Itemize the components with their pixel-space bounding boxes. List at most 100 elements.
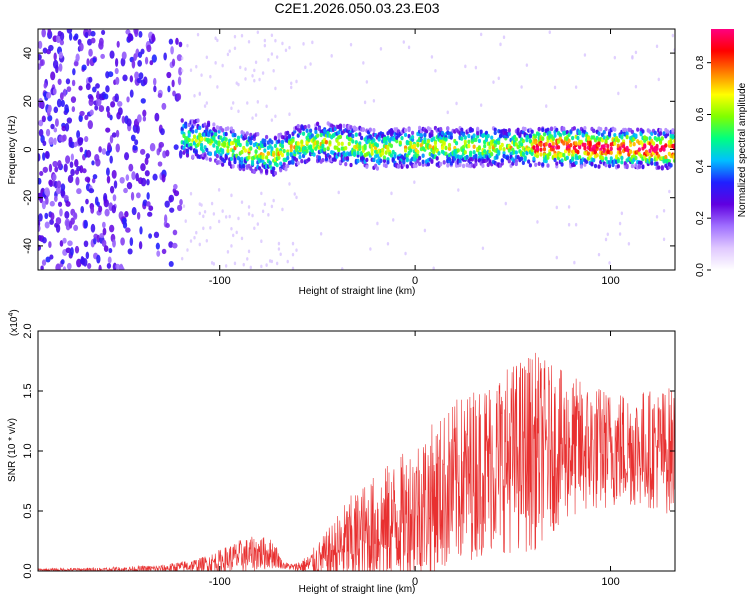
spectrogram-cell [432, 149, 436, 155]
spectrogram-cell [157, 161, 163, 167]
spectrogram-cell [233, 159, 237, 165]
spectrogram-cell [149, 60, 154, 66]
spectrogram-cell [147, 211, 153, 217]
spectrogram-cell [74, 158, 79, 168]
spectrogram-cell [62, 266, 67, 270]
spectrogram-cell [613, 127, 617, 132]
spectrogram-cell [595, 153, 599, 158]
spectrogram-cell [109, 185, 115, 194]
spectrogram-cell [381, 151, 385, 156]
spectrogram-cell [103, 199, 109, 208]
spectrogram-cell [464, 64, 467, 69]
spectrogram-cell [301, 131, 306, 136]
spectrogram-cell [45, 128, 51, 137]
spectrogram-cell [270, 140, 274, 145]
spectrogram-cell [214, 61, 217, 65]
spectrogram-cell [664, 154, 668, 160]
spectrogram-cell [469, 150, 473, 156]
spectrogram-cell [96, 254, 101, 264]
spectrogram-cell [181, 56, 184, 61]
spectrogram-cell [165, 149, 170, 157]
spectrogram-cell [47, 114, 53, 122]
spectrogram-cell [138, 241, 143, 250]
spectrogram-cell [106, 262, 112, 269]
spectrogram-cell [170, 45, 174, 55]
snr-multiplier-base: (x10 [9, 316, 20, 336]
spectrogram-cell [168, 241, 174, 248]
spectrogram-cell [76, 188, 82, 195]
spectrogram-cell [52, 173, 57, 181]
spectrogram-cell [242, 166, 246, 172]
spectrogram-cell [562, 152, 566, 158]
spectrogram-cell [45, 151, 50, 159]
spectrogram-cell [653, 130, 657, 136]
spectrogram-cell [217, 142, 221, 147]
spectrogram-cell [40, 265, 44, 270]
spectrogram-cell [303, 124, 307, 130]
spectrogram-cell [101, 148, 107, 155]
spectrogram-cell [532, 156, 536, 161]
spectrogram-cell [258, 77, 261, 82]
spectrogram-cell [111, 205, 117, 214]
spectrogram-cell [184, 124, 188, 129]
spectrogram-cell [474, 161, 478, 167]
spectrogram-cell [648, 148, 652, 154]
spectrogram-cell [576, 149, 580, 155]
spectrogram-cell [85, 83, 91, 91]
spectrogram-cell [490, 135, 494, 140]
spectrogram-cell [671, 135, 675, 140]
spectrogram-cell [95, 97, 102, 107]
spectrogram-cell [379, 47, 383, 51]
spectrogram-cell [486, 133, 490, 139]
spectrogram-cell [203, 104, 207, 108]
spectrogram-cell [295, 195, 298, 200]
spectrogram-cell [66, 86, 72, 93]
spectrogram-cell [604, 163, 608, 168]
spectrogram-cell [363, 143, 367, 149]
spectrogram-cell [314, 129, 318, 135]
spectrogram-cell [479, 32, 483, 37]
spectrogram-cell [98, 146, 102, 153]
spectrogram-cell [290, 85, 293, 90]
spectrogram-cell [274, 114, 277, 119]
spectrogram-cell [525, 63, 529, 67]
colorbar-ticks: 0.0 0.2 0.4 0.6 0.8 [695, 55, 711, 277]
spectrogram-cell [631, 55, 634, 59]
spectrogram-cell [433, 140, 438, 146]
spectrogram-cell [233, 34, 237, 39]
spectrogram-x-label: Height of straight line (km) [299, 286, 416, 297]
spectrogram-cell [377, 137, 381, 142]
spectrogram-cell [224, 131, 228, 137]
spectrogram-cell [442, 160, 446, 165]
spectrogram-cell [609, 146, 613, 152]
spectrogram-cell [148, 233, 153, 239]
spectrogram-cell [288, 112, 291, 117]
spectrogram-cell [293, 129, 297, 134]
spectrogram-cell [658, 140, 663, 145]
spectrogram-cell [414, 163, 418, 168]
spectrogram-cell [574, 141, 578, 146]
spectrogram-cell [664, 143, 668, 148]
spectrogram-cell [479, 129, 483, 134]
spectrogram-cell [272, 198, 275, 203]
spectrogram-cell [296, 161, 300, 166]
spectrogram-cell [291, 252, 295, 257]
spectrogram-cell [556, 145, 561, 150]
spectrogram-cell [597, 164, 601, 169]
spectrogram-cell [92, 57, 97, 63]
spectrogram-cell [86, 58, 90, 67]
spectrogram-cell [158, 141, 165, 148]
spectrogram-x-ticks: -100 0 100 [209, 29, 620, 287]
spectrogram-cell [270, 146, 274, 151]
spectrogram-cell [372, 138, 376, 143]
spectrogram-cell [375, 153, 380, 158]
spectrogram-cell [59, 92, 64, 101]
spectrogram-cell [500, 142, 504, 148]
spectrogram-cell [668, 189, 671, 194]
spectrogram-cell [78, 85, 83, 91]
spectrogram-cell [467, 139, 471, 144]
spectrogram-cell [125, 227, 131, 233]
spectrogram-cell [625, 134, 629, 140]
spectrogram-cell [156, 250, 161, 257]
spectrogram-cell [48, 136, 54, 145]
